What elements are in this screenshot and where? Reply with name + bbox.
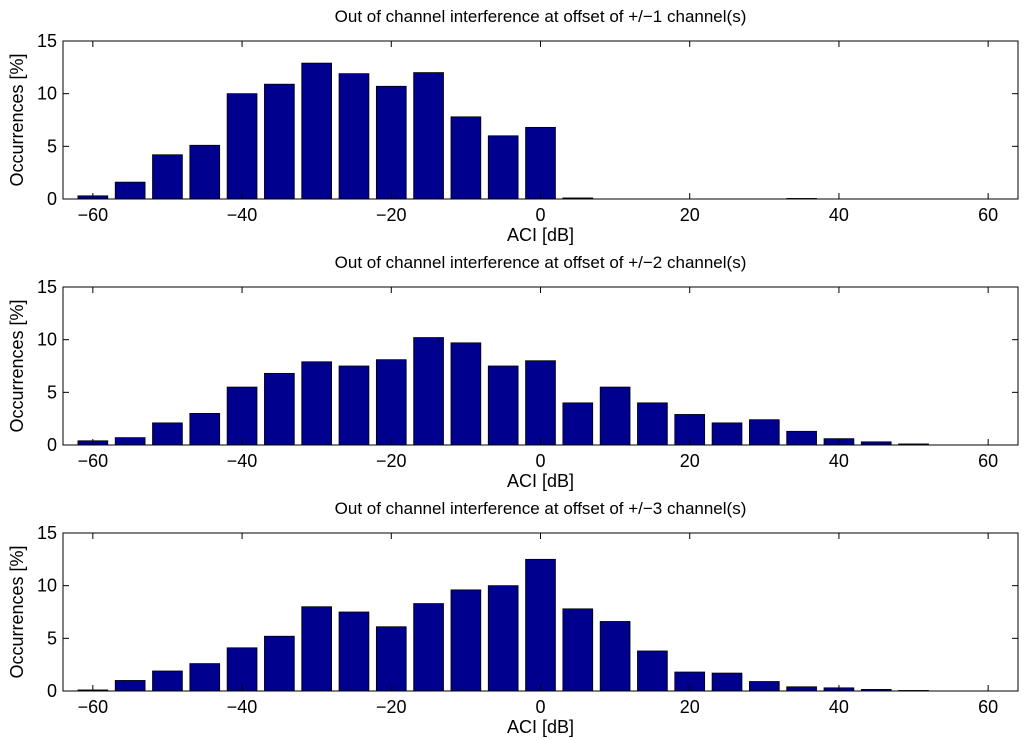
bar — [450, 342, 482, 446]
bar — [264, 83, 295, 200]
bar — [338, 365, 370, 446]
bar — [413, 337, 444, 446]
bar — [562, 608, 594, 692]
bar — [152, 670, 183, 692]
bar — [786, 686, 817, 692]
x-tick-label: 40 — [829, 697, 849, 717]
x-tick-label: 0 — [535, 205, 545, 225]
x-axis-label: ACI [dB] — [507, 225, 574, 245]
bar — [189, 412, 221, 446]
x-tick-label: 20 — [680, 697, 700, 717]
bar — [786, 430, 817, 446]
y-tick-label: 0 — [47, 681, 57, 701]
x-tick-label: 0 — [535, 697, 545, 717]
x-tick-label: −40 — [227, 205, 258, 225]
y-tick-label: 5 — [47, 382, 57, 402]
bar — [487, 135, 519, 200]
x-tick-label: −20 — [376, 451, 407, 471]
y-tick-label: 5 — [47, 628, 57, 648]
y-tick-label: 15 — [37, 523, 57, 543]
bar — [525, 558, 556, 692]
x-tick-label: −60 — [78, 451, 109, 471]
bar — [338, 611, 370, 692]
bar — [450, 116, 482, 200]
chart-panel-1: −60 −40 −20 0 20 40 60 0 5 10 15 Out of channel int… — [7, 7, 1019, 245]
x-tick-label: 0 — [535, 451, 545, 471]
y-tick-label: 10 — [37, 576, 57, 596]
bar — [674, 414, 706, 446]
x-axis-label: ACI [dB] — [507, 717, 574, 737]
bar — [450, 589, 482, 692]
x-tick-label: −60 — [78, 697, 109, 717]
bar — [599, 386, 631, 446]
bar — [226, 647, 258, 692]
y-tick-label: 0 — [47, 435, 57, 455]
chart-title: Out of channel interference at offset of… — [335, 7, 747, 26]
bar — [375, 359, 407, 446]
bar — [487, 365, 519, 446]
x-tick-label: −20 — [376, 697, 407, 717]
bar — [637, 650, 668, 692]
x-tick-label: 20 — [680, 451, 700, 471]
y-tick-label: 0 — [47, 189, 57, 209]
x-tick-label: 60 — [978, 697, 998, 717]
y-axis-label: Occurrences [%] — [7, 53, 27, 186]
bar — [301, 361, 332, 446]
bar — [525, 126, 556, 200]
bar — [114, 181, 146, 200]
x-tick-label: 60 — [978, 205, 998, 225]
x-tick-label: 40 — [829, 451, 849, 471]
bar — [301, 606, 332, 692]
chart-title: Out of channel interference at offset of… — [335, 499, 747, 518]
bar — [189, 144, 221, 200]
bar — [711, 422, 743, 446]
x-tick-label: −20 — [376, 205, 407, 225]
y-tick-label: 10 — [37, 84, 57, 104]
bar — [152, 422, 183, 446]
x-tick-label: 60 — [978, 451, 998, 471]
x-tick-label: 20 — [680, 205, 700, 225]
bar — [599, 621, 631, 692]
chart-title: Out of channel interference at offset of… — [335, 253, 747, 272]
bar — [562, 402, 594, 446]
bar — [189, 663, 221, 692]
bar — [152, 154, 183, 200]
bar — [413, 603, 444, 692]
bar — [637, 402, 668, 446]
bar — [375, 85, 407, 200]
bar — [114, 437, 146, 446]
y-tick-label: 15 — [37, 277, 57, 297]
y-axis-label: Occurrences [%] — [7, 545, 27, 678]
bar — [338, 73, 370, 200]
y-axis-label: Occurrences [%] — [7, 299, 27, 432]
chart-panel-3: −60 −40 −20 0 20 40 60 0 5 10 15 Out of channel int… — [7, 499, 1019, 737]
bar — [487, 585, 519, 692]
bar — [749, 681, 780, 692]
chart-panel-2: −60 −40 −20 0 20 40 60 0 5 10 15 Out of channel int… — [7, 253, 1019, 491]
bar — [525, 360, 556, 446]
bar — [226, 93, 258, 200]
bar — [226, 386, 258, 446]
x-tick-label: −40 — [227, 697, 258, 717]
bar — [749, 419, 780, 446]
bar — [264, 372, 295, 446]
bar — [264, 635, 295, 692]
bar — [413, 72, 444, 200]
bar — [711, 672, 743, 692]
y-tick-label: 10 — [37, 330, 57, 350]
x-tick-label: −60 — [78, 205, 109, 225]
bar — [375, 626, 407, 692]
y-tick-label: 5 — [47, 136, 57, 156]
bar — [301, 62, 332, 200]
y-tick-label: 15 — [37, 31, 57, 51]
bar — [114, 680, 146, 692]
x-tick-label: −40 — [227, 451, 258, 471]
x-axis-label: ACI [dB] — [507, 471, 574, 491]
x-tick-label: 40 — [829, 205, 849, 225]
